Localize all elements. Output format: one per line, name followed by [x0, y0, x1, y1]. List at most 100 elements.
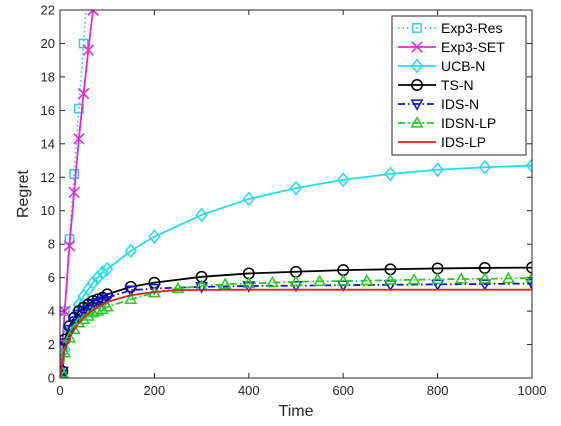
data-point-ucb-n: [337, 172, 350, 188]
data-point-idsn-lp: [431, 272, 445, 284]
legend-item-ids-n: IDS-N: [398, 96, 479, 112]
data-point-idsn-lp: [242, 276, 256, 289]
y-tick-label: 14: [41, 136, 55, 151]
legend: Exp3-Res Exp3-SET UCB-N TS-N IDS-N IDSN-LP IDS…: [391, 15, 527, 156]
legend-marker-exp3-set: [411, 41, 423, 53]
data-point-ucb-n: [124, 243, 137, 259]
legend-item-exp3-set: Exp3-SET: [398, 39, 505, 55]
legend-label-ts-n: TS-N: [441, 77, 474, 93]
data-point-idsn-lp: [91, 304, 105, 316]
data-point-ids-n: [62, 324, 76, 337]
legend-label-ucb-n: UCB-N: [441, 58, 485, 74]
data-point-idsn-lp: [218, 277, 232, 289]
series-layer: [60, 10, 532, 378]
data-point-ucb-n: [148, 229, 161, 245]
data-point-ucb-n: [195, 207, 208, 223]
data-point-ucb-n: [431, 162, 444, 178]
data-point-idsn-lp: [360, 273, 374, 286]
data-point-ucb-n: [60, 342, 71, 357]
data-point-idsn-lp: [454, 272, 468, 284]
x-tick-label: 400: [238, 383, 260, 398]
series-line-ids-lp: [60, 288, 532, 378]
data-point-ucb-n: [289, 180, 303, 196]
data-point-ids-n: [478, 279, 492, 291]
y-tick-label: 22: [41, 3, 55, 18]
data-point-ucb-n: [525, 158, 532, 173]
data-point-idsn-lp: [265, 275, 279, 288]
y-tick-label: 10: [41, 203, 55, 218]
data-point-ucb-n: [384, 166, 397, 182]
data-point-ids-n: [95, 296, 109, 308]
data-point-idsn-lp: [67, 322, 81, 335]
x-tick-label: 1000: [518, 383, 547, 398]
data-point-idsn-lp: [100, 300, 114, 312]
data-point-idsn-lp: [95, 302, 109, 315]
data-point-ids-n: [431, 279, 445, 292]
data-point-ucb-n: [96, 265, 109, 281]
legend-label-ids-lp: IDS-LP: [441, 134, 486, 150]
data-point-ucb-n: [242, 191, 255, 207]
data-point-ids-n: [336, 280, 350, 292]
data-point-ucb-n: [101, 261, 114, 277]
data-point-idsn-lp: [289, 275, 303, 287]
y-axis-label: Regret: [15, 169, 32, 218]
x-axis-label: Time: [279, 403, 314, 420]
data-point-ids-n: [77, 306, 91, 318]
legend-label-idsn-lp: IDSN-LP: [441, 115, 496, 131]
legend-label-exp3-set: Exp3-SET: [441, 39, 505, 55]
data-point-exp3-res: [78, 38, 89, 49]
legend-item-idsn-lp: IDSN-LP: [398, 115, 496, 131]
data-point-ids-n: [72, 309, 86, 322]
data-point-ucb-n: [91, 270, 104, 286]
y-tick-label: 6: [48, 270, 55, 285]
series-line-idsn-lp: [60, 277, 532, 378]
data-point-idsn-lp: [72, 316, 86, 328]
data-point-exp3-set: [87, 10, 99, 16]
legend-item-ts-n: TS-N: [398, 77, 474, 93]
data-point-idsn-lp: [383, 273, 397, 285]
data-point-ids-n: [124, 285, 138, 297]
data-point-idsn-lp: [62, 331, 76, 343]
data-point-idsn-lp: [313, 274, 327, 286]
data-point-ucb-n: [86, 275, 100, 291]
data-point-ids-n: [525, 278, 532, 291]
y-tick-label: 20: [41, 36, 55, 51]
data-point-ids-n: [100, 293, 114, 305]
x-tick-label: 200: [144, 383, 166, 398]
data-point-idsn-lp: [407, 273, 421, 285]
data-point-ids-n: [147, 283, 161, 296]
data-point-ids-n: [81, 303, 95, 315]
legend-item-ucb-n: UCB-N: [398, 58, 485, 74]
data-point-idsn-lp: [60, 346, 72, 358]
legend-label-exp3-res: Exp3-Res: [441, 20, 502, 36]
series-ids-lp: [60, 288, 532, 378]
x-tick-label: 600: [332, 383, 354, 398]
data-point-idsn-lp: [60, 366, 69, 378]
x-tick-label: 0: [56, 383, 63, 398]
x-tick-label: 800: [427, 383, 449, 398]
legend-marker-exp3-res: [412, 23, 422, 33]
data-point-idsn-lp: [501, 271, 515, 284]
data-point-exp3-set: [68, 186, 80, 199]
legend-marker-ucb-n: [410, 58, 424, 74]
data-point-exp3-set: [77, 87, 90, 100]
y-tick-label: 12: [41, 170, 55, 185]
data-point-idsn-lp: [478, 272, 492, 284]
legend-marker-ids-n: [410, 99, 424, 111]
data-point-exp3-set: [73, 133, 85, 145]
legend-marker-idsn-lp: [410, 116, 424, 128]
y-tick-label: 16: [41, 103, 55, 118]
legend-marker-ts-n: [411, 79, 423, 91]
data-point-exp3-set: [63, 240, 76, 252]
y-tick-label: 0: [48, 371, 55, 386]
plot-frame: [59, 9, 533, 379]
data-point-idsn-lp: [171, 281, 185, 294]
data-point-ucb-n: [478, 159, 491, 175]
series-idsn-lp: [60, 271, 532, 378]
legend-label-ids-n: IDS-N: [441, 96, 479, 112]
data-point-exp3-set: [82, 44, 95, 56]
data-point-exp3-res: [69, 169, 80, 179]
y-tick-label: 18: [41, 69, 55, 84]
data-point-ids-n: [195, 282, 209, 294]
